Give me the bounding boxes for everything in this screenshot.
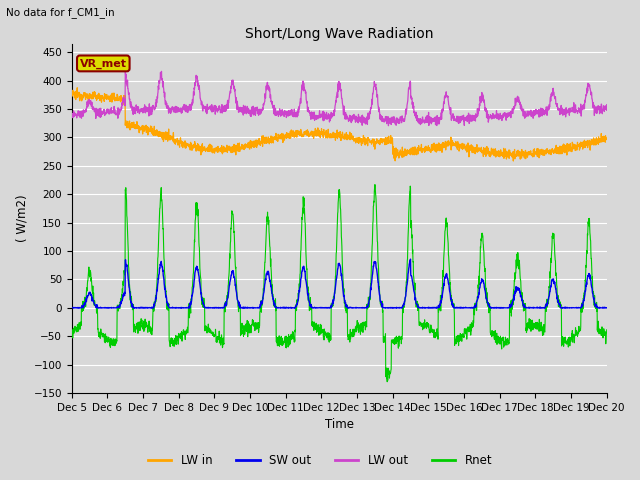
Legend: LW in, SW out, LW out, Rnet: LW in, SW out, LW out, Rnet	[143, 449, 497, 472]
Title: Short/Long Wave Radiation: Short/Long Wave Radiation	[245, 27, 433, 41]
Text: No data for f_CM1_in: No data for f_CM1_in	[6, 7, 115, 18]
Y-axis label: ( W/m2): ( W/m2)	[15, 194, 28, 242]
Text: VR_met: VR_met	[80, 58, 127, 69]
X-axis label: Time: Time	[324, 419, 354, 432]
